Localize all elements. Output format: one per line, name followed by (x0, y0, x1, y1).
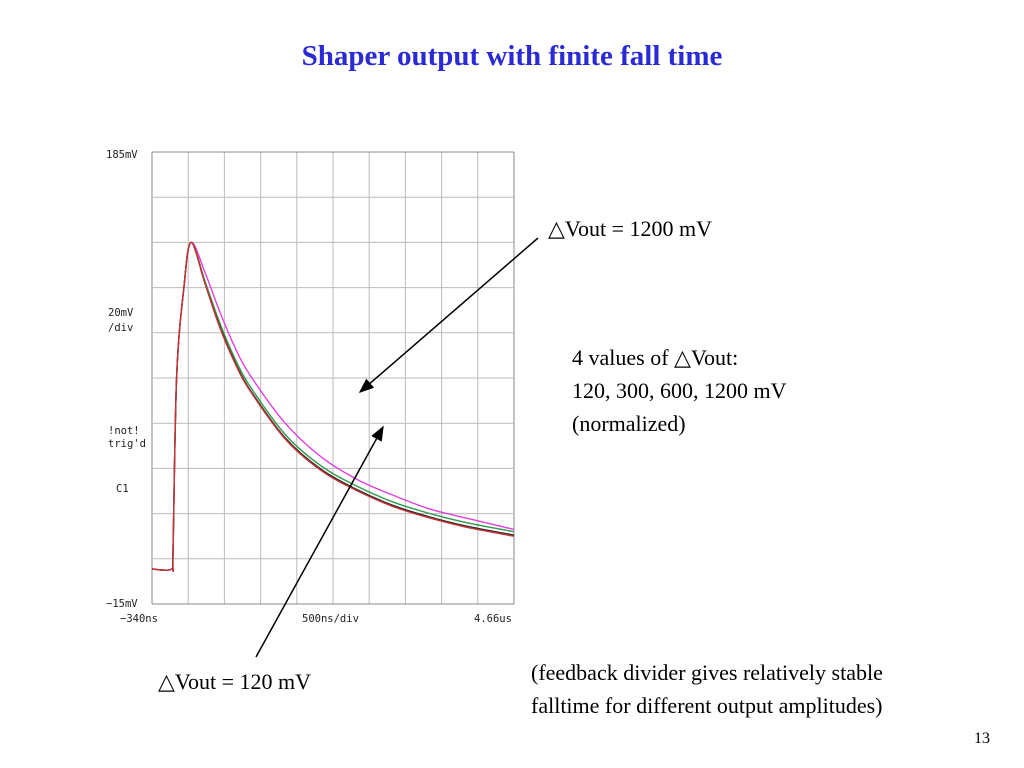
x-scale-label: 500ns/div (302, 613, 359, 625)
trace-layer (151, 241, 515, 573)
x-right-label: 4.66us (474, 613, 512, 625)
annotation-1200mv: △Vout = 1200 mV (548, 216, 712, 241)
y-bottom-label: −15mV (106, 598, 138, 610)
page-number: 13 (974, 730, 990, 747)
annotation-values-line1: 4 values of △Vout: (572, 345, 739, 370)
y-scale-unit-label: /div (108, 322, 133, 334)
annotation-120mv: △Vout = 120 mV (158, 669, 311, 694)
y-top-label: 185mV (106, 149, 138, 161)
arrow-to-120mv-trace (255, 425, 384, 658)
annotation-values-line2: 120, 300, 600, 1200 mV (572, 378, 787, 403)
x-left-label: −340ns (120, 613, 158, 625)
trigger-label: !not! (108, 425, 140, 437)
slide-title: Shaper output with finite fall time (301, 40, 723, 72)
plot-grid (151, 151, 515, 605)
annotation-feedback: (feedback divider gives relatively stabl… (531, 656, 883, 722)
trace-1 (151, 241, 515, 573)
annotation-values-line3: (normalized) (572, 411, 686, 436)
annotation-values: 4 values of △Vout: 120, 300, 600, 1200 m… (572, 341, 787, 440)
annotation-feedback-line2: falltime for different output amplitudes… (531, 693, 883, 718)
annotation-feedback-line1: (feedback divider gives relatively stabl… (531, 660, 883, 685)
channel-label: C1 (116, 483, 129, 495)
y-scale-label: 20mV (108, 307, 134, 319)
trigger-status-label: trig'd (108, 438, 146, 450)
arrow-to-1200mv-trace (358, 237, 539, 393)
